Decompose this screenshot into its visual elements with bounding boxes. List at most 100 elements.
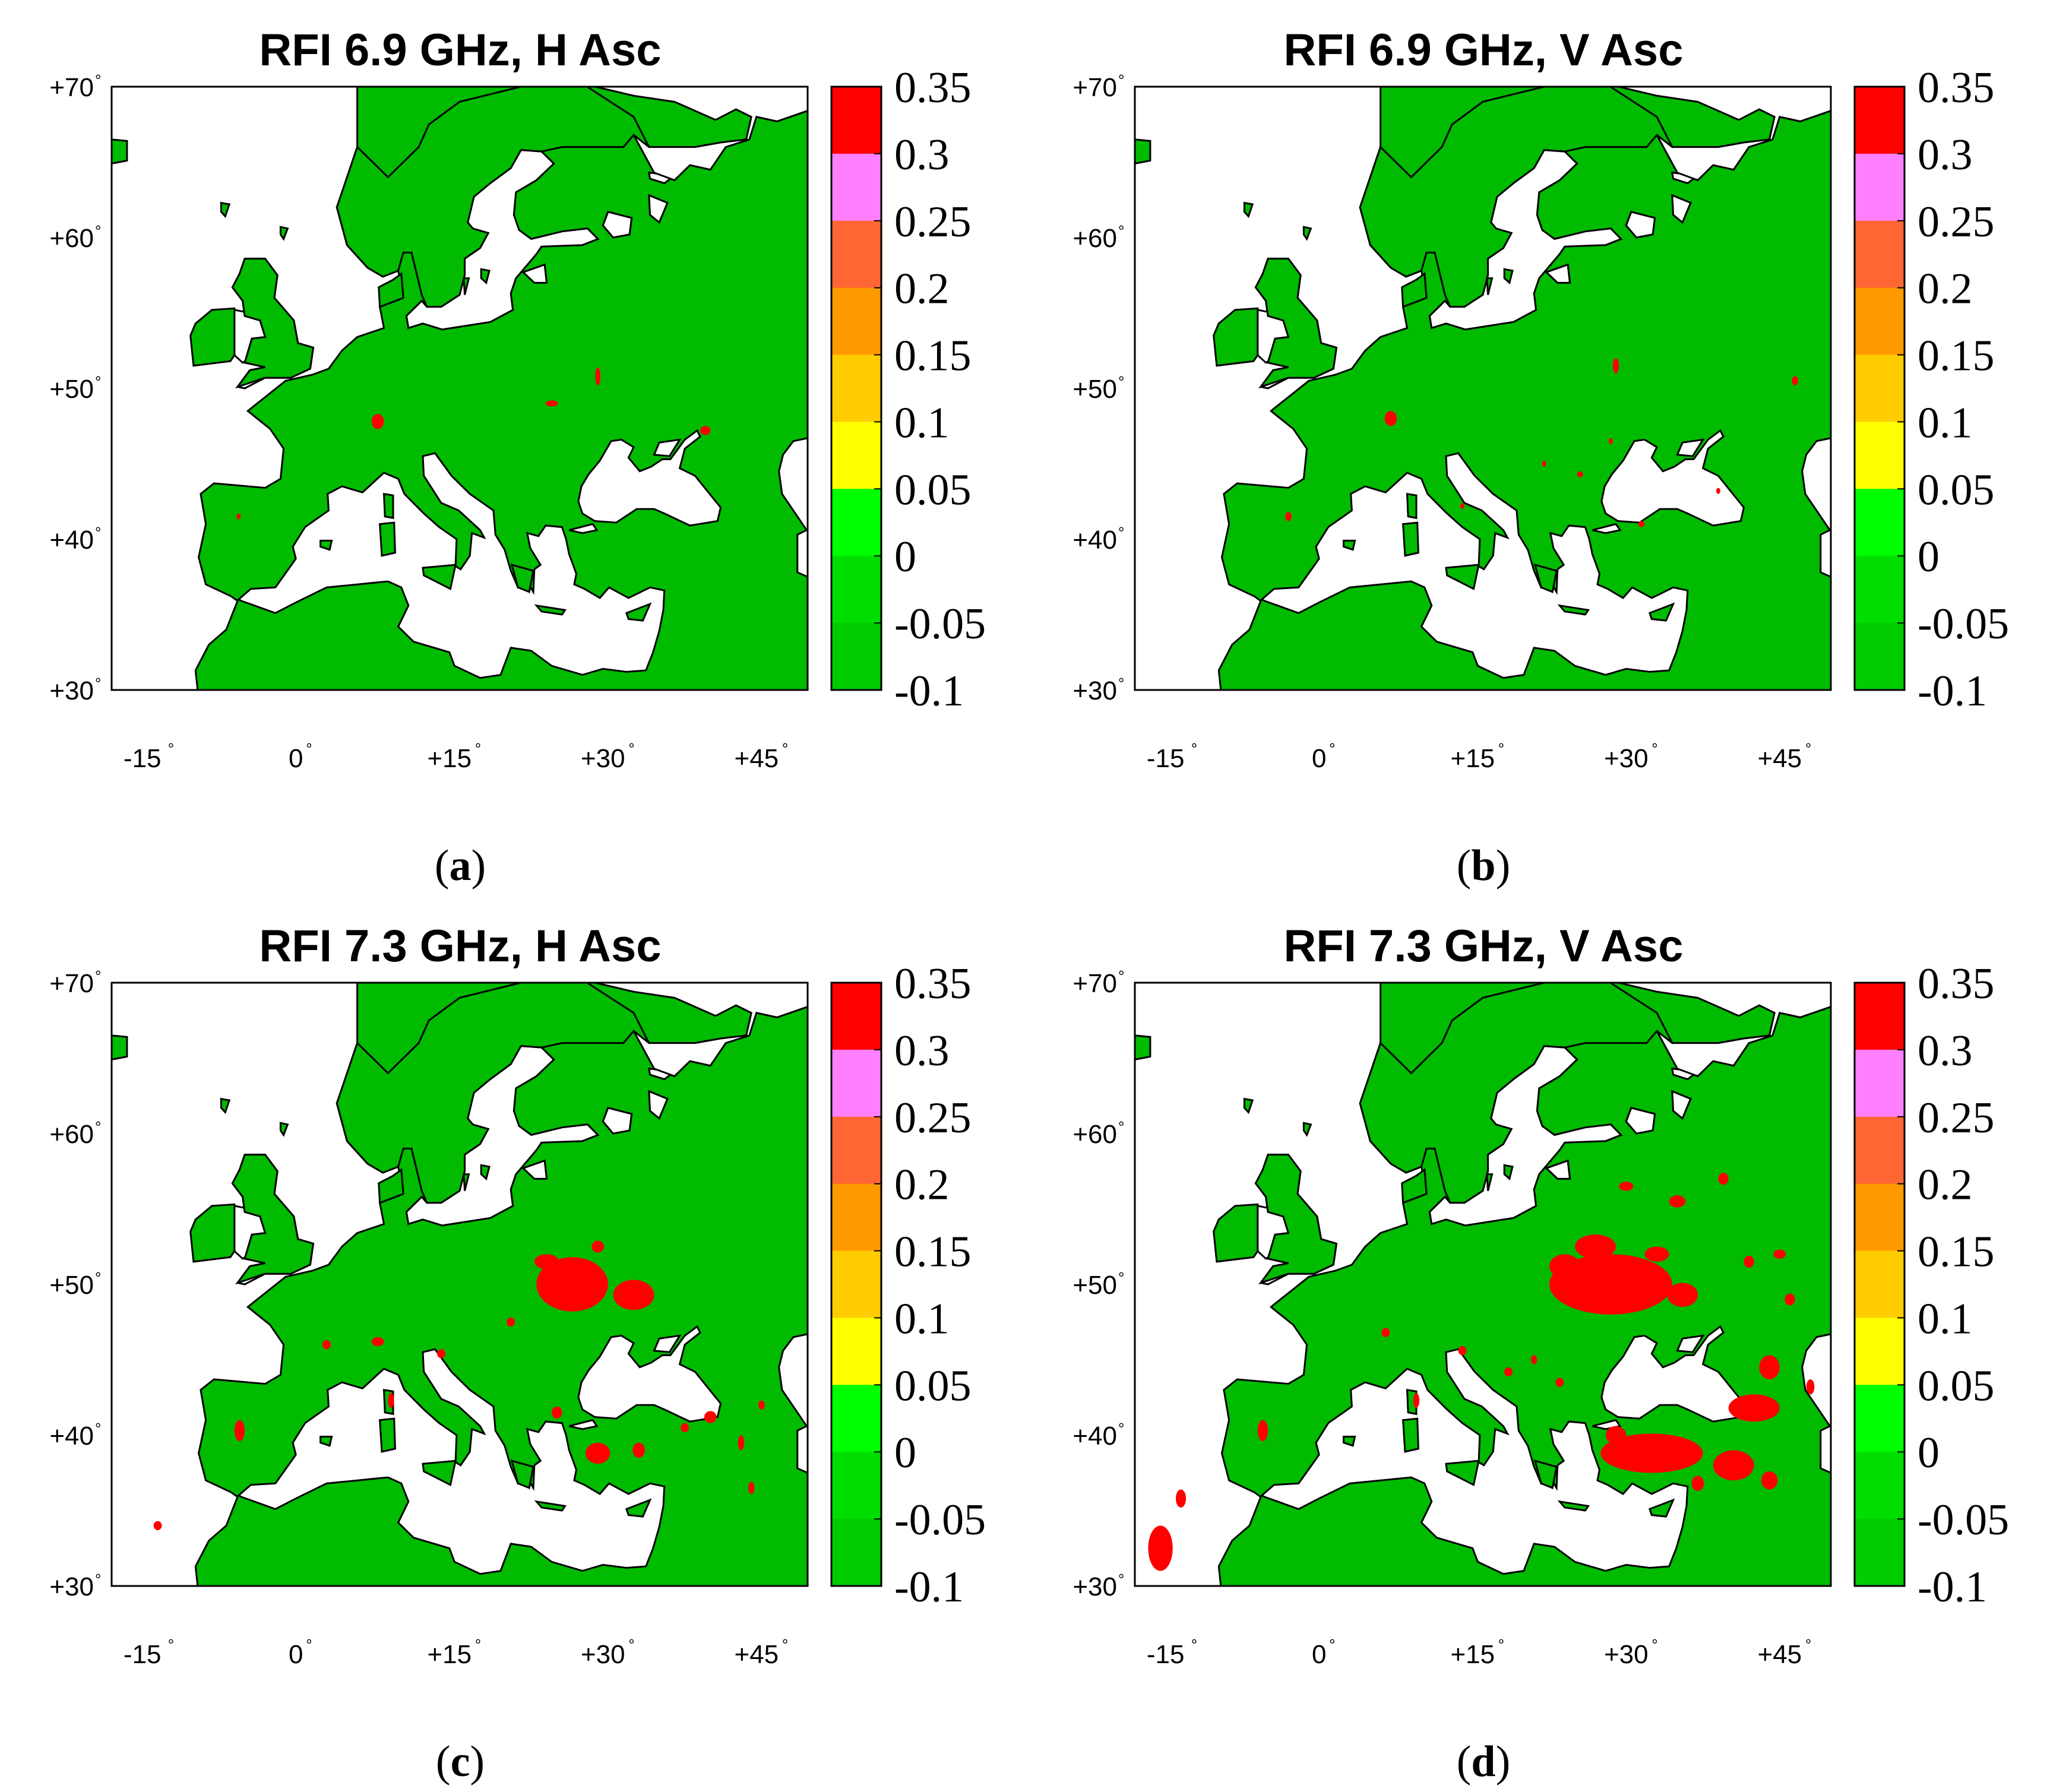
rfi-hotspot — [1600, 1433, 1703, 1473]
colorbar-tick-label: 0.35 — [894, 960, 972, 1008]
degree-mark: ° — [1651, 740, 1657, 758]
sea-lake-onega — [1671, 194, 1692, 224]
colorbar-segment — [831, 287, 881, 356]
sea-gulf-riga — [521, 263, 548, 284]
colorbar-tick-label: -0.05 — [1918, 1496, 2009, 1544]
colorbar-segment — [1855, 1116, 1904, 1185]
degree-mark: ° — [1118, 524, 1124, 542]
degree-mark: ° — [95, 1269, 101, 1287]
colorbar-segment — [831, 422, 881, 489]
degree-mark: ° — [1329, 1636, 1335, 1654]
sea-lake-ladoga — [602, 1107, 633, 1135]
degree-mark: ° — [782, 740, 788, 758]
colorbar-tick-label: 0.1 — [1918, 398, 1973, 447]
degree-mark: ° — [1118, 1118, 1124, 1136]
y-tick-label: +50 — [1072, 375, 1117, 404]
island-sicily — [422, 563, 457, 591]
island-oland — [463, 1173, 470, 1191]
rfi-hotspot — [234, 1420, 245, 1442]
island-cyprus — [625, 602, 652, 622]
colorbar-tick-label: 0.05 — [894, 466, 972, 514]
colorbar-tick-label: 0 — [1918, 1429, 1940, 1477]
x-tick-label: +30 — [1604, 1640, 1649, 1669]
sea-azov-small — [653, 1334, 682, 1353]
panel-caption: (d) — [1457, 1737, 1510, 1786]
island-mallorca — [1343, 540, 1356, 551]
land-ireland — [189, 307, 236, 367]
island-iceland-edge — [112, 138, 128, 165]
rfi-hotspot — [534, 1254, 559, 1269]
colorbar-segment — [1855, 489, 1904, 556]
degree-mark: ° — [1118, 373, 1124, 391]
map-figure-c: RFI 7.3 GHz, H Asc+70 °+60 °+50 °+40 °+30 °-1… — [49, 921, 986, 1786]
panel-caption: (b) — [1457, 841, 1510, 890]
rfi-hotspot — [1549, 1254, 1672, 1315]
sea-azov-small — [653, 438, 682, 457]
rfi-hotspot — [613, 1280, 654, 1310]
colorbar-tick-label: -0.05 — [894, 600, 986, 648]
island-gotland — [1503, 268, 1514, 284]
x-tick-label: +30 — [581, 1640, 625, 1669]
rfi-hotspot — [1718, 1173, 1729, 1185]
colorbar-tick-label: 0.25 — [1918, 1094, 1995, 1142]
degree-mark: ° — [95, 675, 101, 692]
sea-gulf-riga — [1545, 1159, 1571, 1180]
x-tick-label: +30 — [581, 744, 625, 773]
colorbar-frame — [1853, 982, 1906, 1587]
island-oland — [463, 277, 470, 295]
degree-mark: ° — [1498, 1636, 1504, 1654]
colorbar-tick-label: -0.05 — [1918, 600, 2009, 648]
rfi-hotspot — [595, 367, 600, 385]
island-cyprus — [1649, 602, 1675, 622]
rfi-hotspot — [1577, 471, 1583, 477]
rfi-hotspot — [1175, 1489, 1187, 1508]
colorbar-segment — [831, 489, 881, 556]
y-tick-label: +40 — [1072, 1421, 1117, 1451]
sea-black-sea — [1600, 429, 1745, 527]
panel-title: RFI 7.3 GHz, V Asc — [1284, 921, 1684, 971]
rfi-hotspot — [153, 1521, 162, 1531]
colorbar-tick-label: 0.2 — [1918, 1161, 1973, 1210]
x-tick-label: -15 — [1147, 744, 1185, 773]
degree-mark: ° — [95, 71, 101, 89]
colorbar-tick-label: 0.05 — [1918, 466, 1995, 514]
land-denmark — [1401, 1168, 1428, 1204]
sea-lake-onega — [1671, 1090, 1692, 1120]
sea-barents — [1541, 983, 1831, 1078]
rfi-hotspot — [1728, 1394, 1780, 1422]
colorbar-tick-label: -0.1 — [894, 1563, 964, 1611]
island-faroe — [220, 201, 231, 219]
sea-barents — [1541, 87, 1831, 182]
island-cyprus — [1649, 1498, 1675, 1518]
colorbar-tick-label: 0.15 — [1918, 332, 1995, 381]
x-tick-label: -15 — [124, 744, 162, 773]
island-mallorca — [319, 540, 333, 551]
x-tick-label: +15 — [427, 744, 472, 773]
panel-caption: (c) — [436, 1737, 485, 1786]
degree-mark: ° — [1118, 222, 1124, 240]
x-tick-label: +30 — [1604, 744, 1649, 773]
map-frame — [1134, 86, 1832, 691]
rfi-hotspot — [1575, 1234, 1616, 1259]
island-crete — [1557, 1500, 1590, 1512]
colorbar-segment — [1855, 153, 1904, 221]
sea-gulf-riga — [1545, 263, 1571, 284]
island-sardinia — [1402, 1417, 1419, 1453]
land-great-britain — [231, 1154, 315, 1285]
panel-title: RFI 6.9 GHz, V Asc — [1284, 25, 1684, 75]
colorbar-segment — [1855, 87, 1904, 154]
colorbar-tick-label: 0.1 — [894, 1294, 950, 1343]
rfi-hotspot — [1667, 1283, 1698, 1307]
rfi-hotspot — [700, 426, 711, 435]
rfi-hotspot — [1458, 1346, 1467, 1356]
island-sicily — [1445, 563, 1480, 591]
colorbar-frame — [830, 86, 882, 691]
degree-mark: ° — [628, 740, 634, 758]
rfi-hotspot — [1384, 411, 1397, 426]
colorbar-tick-label: -0.1 — [1918, 1563, 1987, 1611]
rfi-hotspot — [1605, 1426, 1627, 1445]
degree-mark: ° — [1651, 1636, 1657, 1654]
colorbar-tick-label: 0 — [1918, 533, 1940, 581]
rfi-hotspot — [236, 513, 241, 520]
degree-mark: ° — [1191, 1636, 1197, 1654]
